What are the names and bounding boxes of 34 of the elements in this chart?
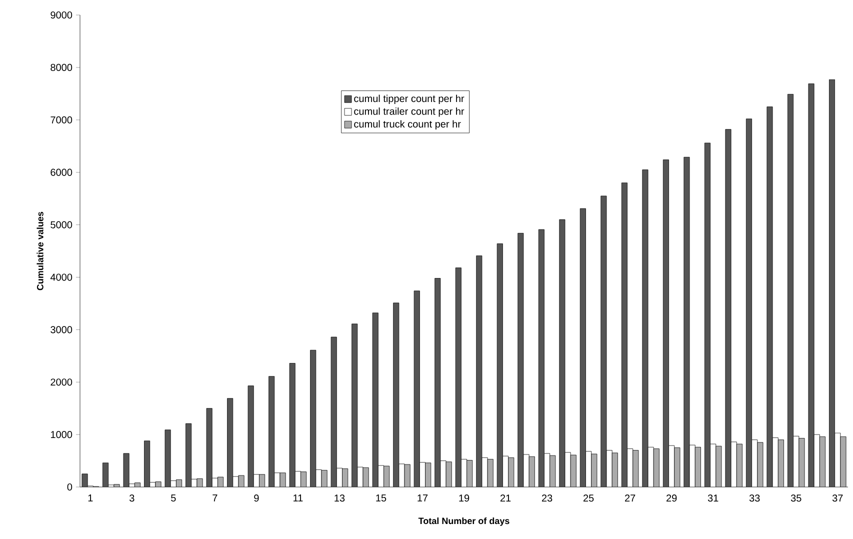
x-tick-label: 27 [625,494,636,502]
y-tick-label: 3000 [50,326,72,334]
x-tick-label: 3 [129,494,134,502]
y-tick-label: 2000 [50,378,72,386]
y-tick-label: 0 [67,483,72,491]
y-tick-label: 7000 [50,116,72,124]
x-tick-label: 1 [88,494,93,502]
x-tick-label: 17 [418,494,428,502]
x-tick-label: 7 [212,494,218,502]
x-tick-label: 21 [500,494,511,502]
x-tick-label: 5 [171,494,176,502]
x-tick-label: 23 [542,494,552,502]
x-tick-label: 25 [583,494,594,502]
y-tick-label: 8000 [50,64,72,71]
y-tick-label: 9000 [50,11,72,19]
y-axis-title: Cumulative values [36,212,44,290]
x-tick-label: 37 [832,494,843,502]
x-tick-label: 31 [708,494,718,502]
legend-label: cumul trailer count per hr [354,107,464,117]
x-tick-label: 9 [254,494,259,502]
y-tick-label: 1000 [50,431,72,438]
y-tick-label: 6000 [50,168,72,176]
x-tick-label: 19 [459,494,470,502]
x-axis-title: Total Number of days [418,517,510,526]
legend-label: cumul truck count per hr [354,120,461,130]
x-tick-label: 33 [749,494,760,502]
y-tick-label: 4000 [50,274,72,281]
legend-label: cumul tipper count per hr [354,94,464,104]
x-tick-label: 29 [666,494,677,502]
x-tick-label: 35 [790,494,802,502]
y-tick-label: 5000 [50,221,72,228]
x-tick-label: 13 [334,494,345,502]
x-tick-label: 11 [294,494,303,502]
x-tick-label: 15 [376,494,386,502]
